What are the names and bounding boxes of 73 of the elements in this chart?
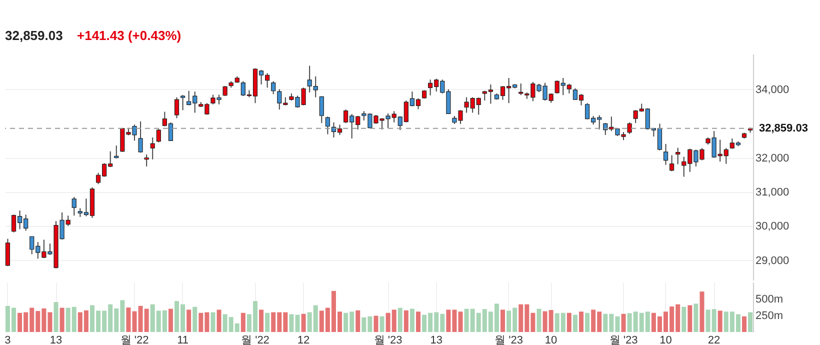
x-tick-label: 월 '23	[494, 334, 523, 345]
y-tick-label: 250m	[756, 310, 784, 322]
candlestick	[156, 128, 161, 143]
chart-title: 32,859.03	[5, 28, 63, 43]
bar	[578, 312, 584, 332]
x-tick-label: 월 '23	[374, 334, 402, 345]
candlestick	[670, 154, 674, 172]
candlestick	[174, 96, 180, 119]
text: +141.43 (+0.43%)	[77, 28, 182, 43]
candlestick	[319, 96, 324, 124]
bar	[585, 312, 590, 332]
bar	[210, 312, 216, 332]
candlestick	[663, 143, 668, 166]
bar	[301, 314, 306, 332]
candlestick	[150, 136, 155, 160]
x-tick-label: 10	[544, 334, 558, 345]
y-tick-label: 32,000	[756, 152, 790, 164]
x-tick-label: 3	[4, 334, 11, 345]
x-tick-label: 12	[297, 334, 310, 345]
bar	[356, 310, 360, 332]
candlestick	[138, 120, 143, 154]
bar	[700, 292, 704, 332]
candlestick	[222, 86, 228, 97]
x-tick-label: 11	[177, 334, 189, 345]
bar	[186, 310, 192, 332]
bar	[410, 308, 414, 332]
y-tick-label: 500m	[756, 293, 784, 306]
candlestick	[627, 122, 632, 134]
bar	[374, 316, 378, 332]
bar	[398, 308, 402, 332]
x-tick-label: 13	[50, 334, 62, 345]
candlestick	[676, 147, 680, 165]
bar	[718, 310, 722, 332]
bar	[621, 314, 626, 332]
y-tick-label: 29,000	[756, 254, 790, 267]
bar	[60, 308, 64, 332]
candlestick	[114, 145, 119, 159]
y-tick-label: 34,000	[756, 84, 790, 96]
candlestick	[144, 154, 149, 167]
candlestick	[271, 80, 276, 95]
candlestick	[325, 116, 330, 135]
y-tick-label: 30,000	[756, 220, 790, 233]
x-tick-label: 13	[430, 334, 442, 345]
bar	[259, 310, 264, 332]
bar	[536, 308, 542, 332]
bar	[216, 310, 222, 332]
x-tick-label: 22	[708, 334, 720, 345]
bar	[458, 312, 463, 332]
bar	[748, 312, 753, 332]
candlestick	[180, 94, 186, 111]
bar	[168, 308, 173, 332]
bar	[54, 302, 58, 332]
candlestick	[72, 196, 76, 216]
bar	[404, 310, 408, 332]
bar	[682, 306, 686, 332]
x-tick-label: 월 '22	[241, 334, 270, 345]
bar	[566, 312, 572, 332]
ref-line-label: 32,859.03	[759, 122, 808, 134]
y-tick-label: 31,000	[756, 186, 790, 198]
bar	[694, 304, 698, 332]
x-tick-label: 월 '22	[120, 334, 149, 345]
x-tick-label: 월 '23	[609, 334, 638, 345]
bar	[742, 316, 746, 332]
bar	[688, 305, 692, 332]
bar	[380, 316, 384, 332]
bar	[265, 312, 270, 332]
bar	[572, 314, 578, 332]
x-tick-label: 10	[660, 334, 672, 345]
bar	[240, 312, 246, 332]
bar	[416, 312, 420, 332]
bar	[500, 310, 506, 332]
bar	[192, 306, 198, 332]
candlestick	[5, 238, 10, 267]
